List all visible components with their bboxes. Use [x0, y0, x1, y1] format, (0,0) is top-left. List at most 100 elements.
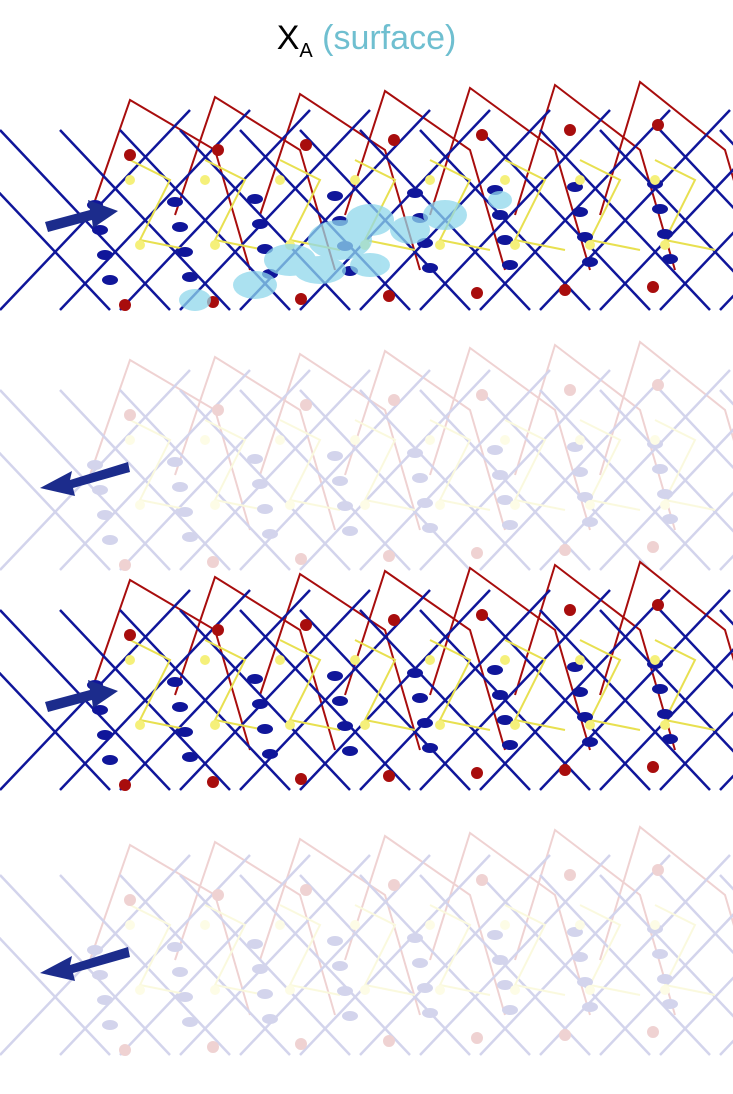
- metal-bond: [659, 711, 733, 791]
- metal-atom: [572, 207, 588, 217]
- metal-bond: [299, 854, 491, 1056]
- atom-set: [87, 119, 678, 311]
- metal-atom: [327, 936, 343, 946]
- title-symbol: X: [276, 19, 300, 57]
- ligand-bond: [504, 419, 566, 511]
- ligand-bond: [429, 639, 491, 731]
- metal-atom: [167, 197, 183, 207]
- apical-atom: [564, 604, 576, 616]
- metal-atom: [652, 949, 668, 959]
- structure-layer-3: [0, 560, 733, 791]
- metal-atom: [167, 942, 183, 952]
- exciton-lobe: [350, 253, 390, 277]
- ligand-bond-network: [129, 904, 716, 996]
- metal-atom: [257, 724, 273, 734]
- metal-atom: [487, 665, 503, 675]
- metal-atom: [407, 668, 423, 678]
- ligand-atom: [350, 175, 360, 185]
- ligand-atom: [275, 175, 285, 185]
- apical-atom: [300, 619, 312, 631]
- metal-bond: [359, 369, 551, 571]
- metal-atom: [332, 696, 348, 706]
- ligand-bond: [129, 419, 191, 511]
- metal-bond: [659, 231, 733, 311]
- metal-bond: [539, 129, 711, 311]
- ligand-atom: [650, 655, 660, 665]
- spin-arrow: [40, 462, 130, 496]
- metal-bond: [419, 129, 591, 311]
- ligand-bond: [204, 904, 266, 996]
- ligand-bond: [504, 639, 566, 731]
- ligand-bond: [279, 419, 341, 511]
- metal-bond: [419, 854, 611, 1056]
- ligand-atom: [360, 500, 370, 510]
- metal-bond: [179, 589, 371, 791]
- metal-atom: [177, 507, 193, 517]
- apical-atom: [119, 559, 131, 571]
- metal-bond: [0, 451, 111, 571]
- metal-bond: [0, 854, 191, 1056]
- metal-bond: [299, 609, 471, 791]
- apical-atom: [212, 144, 224, 156]
- apical-atom: [476, 609, 488, 621]
- apical-bond: [89, 843, 251, 1016]
- metal-atom: [647, 439, 663, 449]
- apical-atom: [388, 394, 400, 406]
- ligand-atom: [125, 920, 135, 930]
- metal-atom: [182, 752, 198, 762]
- metal-atom: [252, 219, 268, 229]
- metal-atom: [252, 479, 268, 489]
- apical-atom: [471, 767, 483, 779]
- metal-bond: [479, 874, 651, 1056]
- metal-atom: [412, 958, 428, 968]
- metal-bond: [419, 389, 591, 571]
- ligand-atom: [200, 655, 210, 665]
- ligand-bond: [204, 159, 266, 251]
- ligand-bond: [129, 639, 191, 731]
- metal-atom: [572, 687, 588, 697]
- metal-bond: [479, 389, 651, 571]
- apical-atom: [652, 599, 664, 611]
- ligand-atom: [210, 240, 220, 250]
- metal-atom: [182, 1017, 198, 1027]
- apical-atom: [207, 1041, 219, 1053]
- figure-title: XA (surface): [0, 18, 733, 71]
- title-subscript: A: [299, 40, 313, 62]
- metal-bond: [239, 854, 431, 1056]
- spin-arrow: [45, 200, 118, 232]
- apical-atom: [212, 624, 224, 636]
- ligand-bond: [204, 639, 266, 731]
- metal-bond: [59, 129, 231, 311]
- apical-atom: [564, 124, 576, 136]
- apical-bond: [259, 92, 421, 271]
- metal-atom: [327, 671, 343, 681]
- apical-bond: [599, 340, 733, 476]
- metal-bond: [359, 854, 551, 1056]
- metal-bond: [599, 168, 733, 311]
- apical-atom: [295, 773, 307, 785]
- metal-atom: [247, 674, 263, 684]
- metal-bond: [179, 109, 371, 311]
- metal-atom: [342, 526, 358, 536]
- metal-atom: [177, 247, 193, 257]
- ligand-atom: [660, 500, 670, 510]
- apical-bond: [174, 840, 336, 1016]
- metal-atom: [652, 684, 668, 694]
- apical-atom: [647, 1026, 659, 1038]
- metal-atom: [172, 967, 188, 977]
- metal-bond: [539, 589, 731, 791]
- ligand-atom: [425, 920, 435, 930]
- metal-atom: [97, 250, 113, 260]
- metal-atom: [572, 467, 588, 477]
- metal-atom: [567, 442, 583, 452]
- apical-atom: [652, 864, 664, 876]
- ligand-atom: [285, 985, 295, 995]
- metal-atom: [182, 272, 198, 282]
- metal-atom: [662, 254, 678, 264]
- metal-bond: [119, 389, 291, 571]
- metal-bond: [479, 129, 651, 311]
- apical-atom: [119, 779, 131, 791]
- apical-atom: [383, 550, 395, 562]
- apical-bond: [514, 828, 676, 1016]
- metal-bond: [479, 609, 651, 791]
